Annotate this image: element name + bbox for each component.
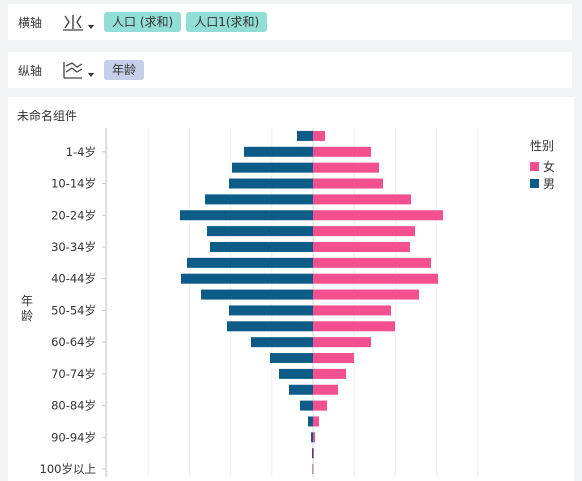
tick-label: 1-4岁 [66,145,96,159]
bar-male [251,337,313,348]
bar-female [313,130,325,141]
tick-label: 10-14岁 [51,177,96,191]
bar-female [313,368,346,379]
y-axis-chart-type-icon [63,62,83,79]
tick-label: 60-64岁 [51,335,96,349]
y-axis-title: 龄 [21,309,33,323]
bar-female [313,226,415,237]
y-axis-shelf: 纵轴 年龄 [8,52,572,88]
bar-male [308,416,313,427]
legend-item-female[interactable]: 女 [530,158,555,175]
bar-male [201,289,313,300]
bar-male [244,146,313,157]
bar-female [313,321,395,332]
tick-label: 30-34岁 [51,240,96,254]
bar-female [313,178,383,189]
tick-label: 90-94岁 [51,430,96,444]
bar-male [270,353,313,364]
tick-label: 100岁以上 [40,462,96,476]
bar-male [181,273,313,284]
chevron-down-icon [88,25,94,29]
tick-label: 80-84岁 [51,399,96,413]
bar-male [279,368,313,379]
tick-label: 20-24岁 [51,208,96,222]
bar-female [313,257,431,268]
legend-item-male[interactable]: 男 [530,175,555,192]
y-axis-label: 纵轴 [18,63,43,78]
bar-female [313,210,443,221]
y-axis-pill-age[interactable]: 年龄 [104,60,145,80]
bar-female [313,146,371,157]
chart-panel: 未命名组件 1-4岁 10-14岁 20-24岁 30-34岁 40-44岁 50-54岁… [8,97,574,481]
tick-label: 70-74岁 [51,367,96,381]
y-axis-chart-type-dropdown[interactable] [62,57,96,83]
bar-male [300,400,313,411]
bar-female [313,241,410,252]
bar-male [311,432,313,443]
bar-male [232,162,313,173]
bar-female [313,289,419,300]
bar-female [313,337,371,348]
legend: 性别 女 男 [530,137,555,192]
x-axis-pill-population1[interactable]: 人口1(求和) [186,12,268,32]
chevron-down-icon [88,73,94,77]
bar-female [313,384,338,395]
bar-male [210,241,313,252]
bar-male [180,210,313,221]
bar-female [313,353,354,364]
bar-male [312,448,313,459]
x-axis-shelf: 横轴 人口 (求和) 人口1(求和) [8,4,572,40]
x-axis-chart-type-icon [63,15,83,31]
bar-female [313,416,319,427]
bar-male [229,178,313,189]
y-axis-title: 年 [21,294,33,308]
bar-female [313,448,314,459]
bar-male [297,130,313,141]
tick-label: 40-44岁 [51,272,96,286]
bar-female [313,305,391,316]
bar-female [313,400,327,411]
legend-label-female: 女 [543,160,556,174]
bar-female [313,273,438,284]
bar-female [313,432,315,443]
legend-swatch-female [530,162,539,171]
population-pyramid-chart: 1-4岁 10-14岁 20-24岁 30-34岁 40-44岁 50-54岁 60-64岁… [21,128,479,477]
panel-title: 未命名组件 [17,109,78,123]
bar-female [313,162,379,173]
bar-male [207,226,313,237]
bar-male [227,321,313,332]
legend-swatch-male [530,179,539,188]
bar-male [312,464,313,475]
bar-female [313,194,411,205]
legend-label-male: 男 [543,177,556,191]
bar-male [229,305,313,316]
bar-male [205,194,313,205]
x-axis-chart-type-dropdown[interactable] [62,9,96,35]
bar-male [187,257,313,268]
bar-male [289,384,313,395]
x-axis-pill-population[interactable]: 人口 (求和) [104,12,182,32]
legend-title: 性别 [530,139,555,153]
tick-label: 50-54岁 [51,303,96,317]
bar-female [313,464,314,475]
x-axis-label: 横轴 [18,15,43,30]
